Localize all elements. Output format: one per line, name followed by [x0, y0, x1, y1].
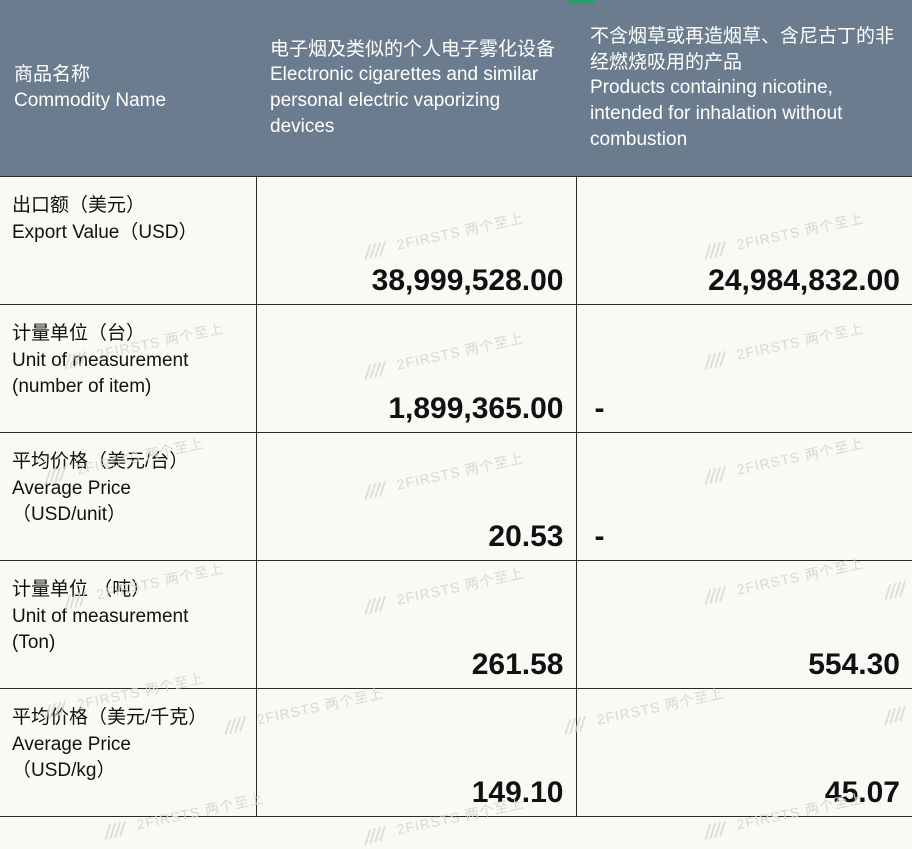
table-row: 出口额（美元） Export Value（USD） 38,999,528.00 24…: [0, 177, 912, 305]
value-cell-col2: 20.53: [256, 433, 576, 561]
value-col3: -: [589, 522, 901, 552]
table-row: 平均价格（美元/台） Average Price （USD/unit） 20.53…: [0, 433, 912, 561]
row-label: 计量单位（台） Unit of measurement (number of i…: [12, 323, 188, 397]
col-header-nicotine-label: 不含烟草或再造烟草、含尼古丁的非经燃烧吸用的产品 Products contai…: [590, 26, 894, 150]
table-header-row: 商品名称 Commodity Name 电子烟及类似的个人电子雾化设备 Elec…: [0, 0, 912, 177]
col-header-ecig-label: 电子烟及类似的个人电子雾化设备 Electronic cigarettes an…: [270, 39, 555, 137]
row-label: 平均价格（美元/台） Average Price （USD/unit）: [12, 451, 188, 525]
value-cell-col3: -: [576, 433, 912, 561]
row-label-cell: 平均价格（美元/台） Average Price （USD/unit）: [0, 433, 256, 561]
value-cell-col3: 24,984,832.00: [576, 177, 912, 305]
row-label-cell: 计量单位 （吨） Unit of measurement (Ton): [0, 561, 256, 689]
value-cell-col3: 45.07: [576, 689, 912, 817]
value-cell-col2: 149.10: [256, 689, 576, 817]
table-row: 计量单位 （吨） Unit of measurement (Ton) 261.58…: [0, 561, 912, 689]
row-label: 计量单位 （吨） Unit of measurement (Ton): [12, 579, 188, 653]
value-col2: 20.53: [269, 522, 564, 552]
value-col3: 45.07: [589, 778, 901, 808]
value-col2: 149.10: [269, 778, 564, 808]
col-header-ecig: 电子烟及类似的个人电子雾化设备 Electronic cigarettes an…: [256, 0, 576, 177]
row-label: 平均价格（美元/千克） Average Price （USD/kg）: [12, 707, 207, 781]
value-col2: 38,999,528.00: [269, 266, 564, 296]
value-col2: 1,899,365.00: [269, 394, 564, 424]
value-cell-col2: 38,999,528.00: [256, 177, 576, 305]
value-col2: 261.58: [269, 650, 564, 680]
top-accent: [568, 0, 596, 4]
value-col3: -: [589, 394, 901, 424]
row-label-cell: 出口额（美元） Export Value（USD）: [0, 177, 256, 305]
col-header-commodity: 商品名称 Commodity Name: [0, 0, 256, 177]
table-row: 计量单位（台） Unit of measurement (number of i…: [0, 305, 912, 433]
col-header-nicotine: 不含烟草或再造烟草、含尼古丁的非经燃烧吸用的产品 Products contai…: [576, 0, 912, 177]
value-cell-col2: 261.58: [256, 561, 576, 689]
watermark-hatch-icon: [700, 816, 734, 842]
table-body: 出口额（美元） Export Value（USD） 38,999,528.00 24…: [0, 177, 912, 817]
export-data-table: 商品名称 Commodity Name 电子烟及类似的个人电子雾化设备 Elec…: [0, 0, 912, 817]
table-row: 平均价格（美元/千克） Average Price （USD/kg） 149.10…: [0, 689, 912, 817]
col-header-commodity-label: 商品名称 Commodity Name: [14, 64, 166, 111]
value-cell-col2: 1,899,365.00: [256, 305, 576, 433]
watermark-hatch-icon: [100, 816, 134, 842]
watermark-hatch-icon: [360, 821, 394, 847]
value-col3: 24,984,832.00: [589, 266, 901, 296]
row-label: 出口额（美元） Export Value（USD）: [12, 195, 198, 243]
value-cell-col3: 554.30: [576, 561, 912, 689]
row-label-cell: 平均价格（美元/千克） Average Price （USD/kg）: [0, 689, 256, 817]
value-col3: 554.30: [589, 650, 901, 680]
value-cell-col3: -: [576, 305, 912, 433]
row-label-cell: 计量单位（台） Unit of measurement (number of i…: [0, 305, 256, 433]
